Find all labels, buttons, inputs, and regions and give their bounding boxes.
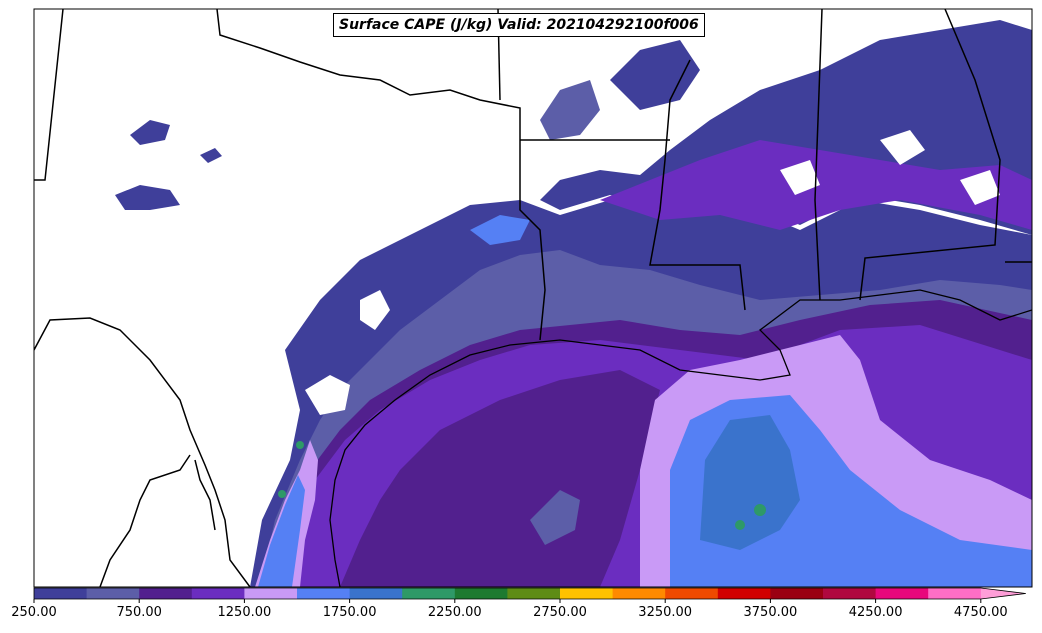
colorbar-segment: [191, 588, 245, 599]
map-title: Surface CAPE (J/kg) Valid: 202104292100f…: [333, 13, 705, 37]
colorbar-tick-label: 2750.00: [533, 605, 587, 620]
colorbar-tick-label: 2250.00: [427, 605, 482, 620]
colorbar-segment: [139, 588, 193, 599]
colorbar-tick-label: 3750.00: [743, 605, 798, 620]
plot-frame: [33, 8, 1033, 588]
colorbar-segment: [507, 588, 561, 599]
colorbar-tick-label: 750.00: [116, 605, 162, 620]
colorbar-segment: [665, 588, 719, 599]
colorbar-segment: [244, 588, 298, 599]
colorbar-segment: [402, 588, 456, 599]
colorbar-segment: [454, 588, 508, 599]
colorbar-segment: [823, 588, 877, 599]
colorbar-segment: [770, 588, 824, 599]
colorbar-segment: [560, 588, 614, 599]
colorbar-extend-arrow: [980, 588, 1026, 599]
colorbar-segment: [717, 588, 771, 599]
colorbar-segment: [86, 588, 140, 599]
colorbar-tick-label: 1750.00: [322, 605, 377, 620]
colorbar-tick-label: 3250.00: [638, 605, 693, 620]
colorbar-segment: [612, 588, 666, 599]
colorbar-tick-label: 1250.00: [217, 605, 272, 620]
cape-field: [34, 9, 1032, 587]
colorbar-segment: [34, 588, 88, 599]
colorbar-segment: [349, 588, 403, 599]
colorbar-segment: [928, 588, 982, 599]
colorbar-segment: [297, 588, 351, 599]
colorbar-tick-label: 4750.00: [953, 605, 1008, 620]
colorbar-tick-label: 4250.00: [848, 605, 903, 620]
colorbar-segment: [875, 588, 929, 599]
colorbar: [33, 587, 1026, 603]
coastline: [329, 289, 1032, 587]
colorbar-tick-label: 250.00: [11, 605, 57, 620]
